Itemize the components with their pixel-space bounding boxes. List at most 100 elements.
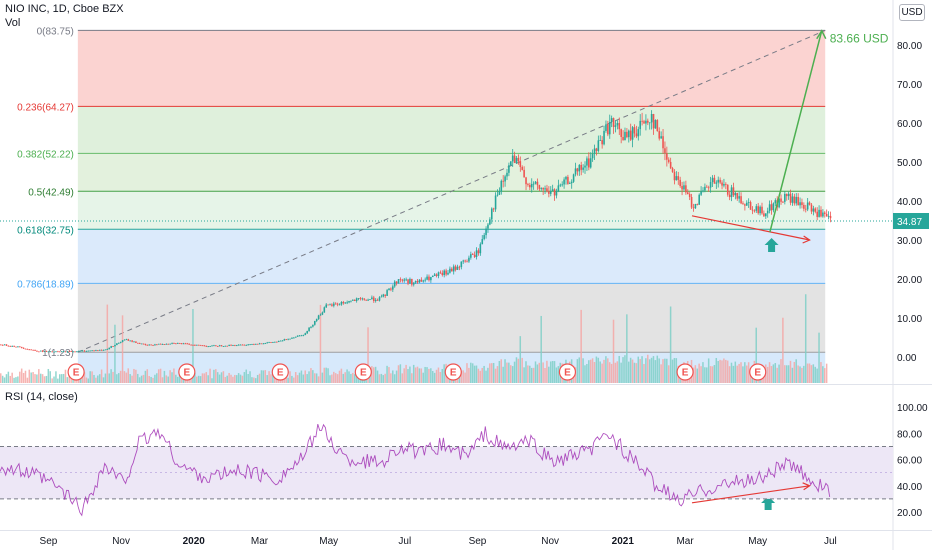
candle-body [631,127,634,140]
candle-body [180,343,183,345]
candle-body [567,176,569,184]
candle-body [68,351,71,352]
candle-body [723,184,725,186]
candle-body [220,345,223,347]
volume-bar [224,377,227,383]
volume-bar [150,376,152,383]
candle-body [530,184,533,188]
candle-body [629,130,632,140]
volume-bar [137,373,139,383]
candle-body [804,208,807,210]
candle-body [17,346,19,348]
candle-body [176,343,179,344]
candle-body [133,341,135,343]
candle-body [79,350,82,352]
volume-bar [772,364,775,383]
volume-bar [755,327,757,383]
candle-body [620,129,622,137]
volume-bar [0,373,2,383]
candle-body [1,344,4,346]
candle-body [256,343,259,345]
candle-body [3,344,6,346]
volume-bar [293,377,295,383]
volume-bar [87,378,90,383]
volume-bar [707,358,710,383]
candle-body [247,344,249,346]
volume-bar [211,378,213,383]
candle-body [275,341,278,343]
candle-body [196,344,198,346]
volume-bar [380,373,383,383]
fib-level-label: 0.382(52.22) [17,149,74,160]
candle-body [60,351,63,353]
volume-bar [795,359,797,383]
volume-bar [538,362,541,383]
candle-body [774,200,777,204]
volume-bar [201,373,204,383]
volume-bar [11,372,13,383]
candle-body [43,351,46,352]
volume-bar [470,362,472,383]
candle-body [317,315,320,320]
volume-bar [15,377,17,383]
candle-body [243,344,246,346]
volume-bar [203,373,206,383]
volume-bar [112,371,114,383]
volume-bar [45,375,48,383]
candle-body [270,342,272,343]
candle-body [652,114,655,129]
candle-body [489,219,491,225]
volume-bar [643,363,645,383]
candle-body [772,203,775,211]
candle-body [521,166,524,170]
volume-bar [117,373,120,383]
time-axis-tick: 2021 [612,536,635,547]
candle-body [418,279,421,283]
candle-body [369,299,371,301]
candle-body [679,179,681,186]
candle-body [321,312,324,315]
volume-bar [266,375,268,383]
price-axis-tick: 10.00 [897,314,922,325]
candle-body [319,314,322,316]
currency-badge[interactable]: USD [899,4,925,21]
candle-body [452,266,455,272]
volume-bar [494,368,497,383]
volume-bar [784,365,786,383]
volume-bar [350,373,352,383]
volume-bar [81,377,84,383]
candle-body [85,351,88,352]
volume-bar [698,363,700,383]
candle-body [26,348,29,350]
candle-body [112,346,114,348]
volume-bar [258,373,261,383]
volume-bar [656,355,659,383]
volume-bar [294,372,297,383]
candle-body [428,276,430,281]
volume-bar [726,360,729,383]
candle-body [568,183,571,184]
volume-bar [230,374,232,383]
earnings-marker [676,363,694,381]
rsi-axis-tick: 40.00 [897,482,922,493]
candle-body [81,350,84,352]
candle-body [249,344,251,346]
price-axis-tick: 50.00 [897,158,922,169]
candle-body [41,350,44,352]
earnings-marker-label: E [754,368,761,379]
candle-body [9,346,12,347]
time-axis-tick: Sep [469,536,487,547]
volume-bar [321,372,324,383]
candle-body [156,344,158,346]
candle-body [593,148,596,154]
fib-zone [77,191,826,230]
volume-bar [156,373,158,383]
candle-body [272,342,274,343]
candle-body [506,172,508,177]
volume-bar [791,367,794,383]
candle-body [66,351,69,353]
volume-bar [116,374,118,383]
candle-body [650,114,653,123]
